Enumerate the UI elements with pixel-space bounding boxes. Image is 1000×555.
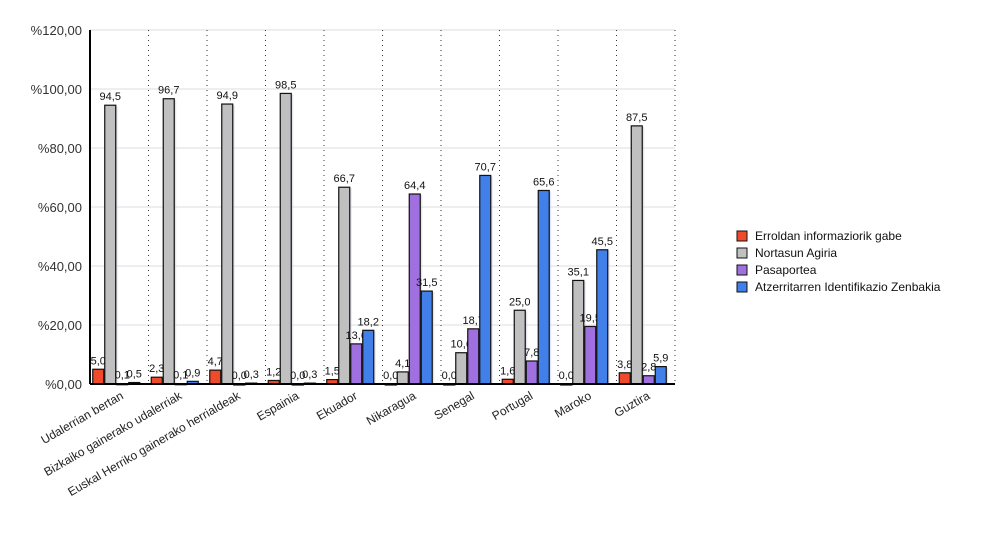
data-label: 0,1 xyxy=(173,370,188,382)
bar xyxy=(596,249,609,385)
bar xyxy=(537,189,550,385)
x-tick-label: Nikaragua xyxy=(364,388,419,428)
data-label: 98,5 xyxy=(275,79,296,91)
data-label: 0,3 xyxy=(302,369,317,381)
data-label: 7,8 xyxy=(524,347,539,359)
data-label: 45,5 xyxy=(592,236,613,248)
data-label: 18,2 xyxy=(358,316,379,328)
data-label: 1,5 xyxy=(325,366,340,378)
data-label: 96,7 xyxy=(158,85,179,97)
legend-swatch xyxy=(736,230,748,242)
data-label: 65,6 xyxy=(533,176,554,188)
x-tick-label: Espainia xyxy=(254,388,301,423)
data-label: 0,1 xyxy=(115,370,130,382)
y-tick-label: %20,00 xyxy=(38,318,82,333)
legend-swatch xyxy=(736,247,748,259)
data-label: 0,9 xyxy=(185,367,200,379)
bar xyxy=(338,186,351,385)
bar xyxy=(221,103,234,385)
data-label: 3,8 xyxy=(617,359,632,371)
legend: Erroldan informaziorik gabe Nortasun Agir… xyxy=(736,229,941,294)
data-label: 25,0 xyxy=(509,296,530,308)
bar xyxy=(104,104,117,385)
data-label: 87,5 xyxy=(626,112,647,124)
data-label: 0,0 xyxy=(442,370,457,382)
bar xyxy=(209,369,222,385)
data-label: 94,9 xyxy=(217,90,238,102)
bar xyxy=(162,98,175,385)
bar xyxy=(572,279,585,385)
data-label: 5,9 xyxy=(653,353,668,365)
data-label: 0,5 xyxy=(127,369,142,381)
legend-label: Atzerritarren Identifikazio Zenbakia xyxy=(755,280,941,294)
legend-label: Erroldan informaziorik gabe xyxy=(755,229,902,243)
data-label: 2,8 xyxy=(641,362,656,374)
data-label: 70,7 xyxy=(475,161,496,173)
bar xyxy=(279,92,292,385)
bar xyxy=(396,371,409,385)
data-label: 13,6 xyxy=(346,330,367,342)
data-label: 0,0 xyxy=(383,370,398,382)
data-label: 64,4 xyxy=(404,180,425,192)
legend-label: Pasaportea xyxy=(755,263,817,277)
bar xyxy=(350,343,363,385)
data-label: 0,0 xyxy=(290,370,305,382)
x-tick-label: Ekuador xyxy=(314,388,360,422)
data-label: 4,1 xyxy=(395,358,410,370)
bar xyxy=(642,375,655,385)
x-tick-label: Senegal xyxy=(432,388,477,422)
data-label: 66,7 xyxy=(334,173,355,185)
data-label: 31,5 xyxy=(416,277,437,289)
legend-label: Nortasun Agiria xyxy=(755,246,837,260)
x-tick-label: Portugal xyxy=(490,388,536,422)
bar xyxy=(630,125,643,385)
bar xyxy=(618,372,631,385)
y-tick-label: %80,00 xyxy=(38,141,82,156)
data-label: 2,3 xyxy=(149,363,164,375)
legend-swatch xyxy=(736,264,748,276)
y-tick-label: %120,00 xyxy=(31,23,82,38)
data-label: 10,6 xyxy=(451,339,472,351)
y-tick-label: %100,00 xyxy=(31,82,82,97)
data-label: 1,6 xyxy=(500,365,515,377)
bar xyxy=(455,352,468,385)
bar xyxy=(467,328,480,385)
data-label: 4,7 xyxy=(208,356,223,368)
bar xyxy=(150,376,163,385)
bar xyxy=(362,329,375,385)
bar xyxy=(420,290,433,385)
y-tick-label: %0,00 xyxy=(45,377,82,392)
bar xyxy=(525,360,538,385)
bar xyxy=(479,174,492,385)
data-label: 0,0 xyxy=(559,370,574,382)
x-tick-label: Maroko xyxy=(552,388,594,420)
y-tick-label: %40,00 xyxy=(38,259,82,274)
data-label: 94,5 xyxy=(100,91,121,103)
bar xyxy=(584,325,597,385)
data-label: 5,0 xyxy=(91,355,106,367)
data-label: 18,7 xyxy=(463,315,484,327)
data-label: 35,1 xyxy=(568,266,589,278)
y-tick-label: %60,00 xyxy=(38,200,82,215)
bar xyxy=(92,368,105,385)
data-label: 1,2 xyxy=(266,366,281,378)
x-tick-label: Guztira xyxy=(612,388,653,420)
bar xyxy=(654,365,667,385)
data-label: 0,3 xyxy=(244,369,259,381)
data-label: 19,5 xyxy=(580,312,601,324)
legend-swatch xyxy=(736,281,748,293)
data-label: 0,0 xyxy=(232,370,247,382)
